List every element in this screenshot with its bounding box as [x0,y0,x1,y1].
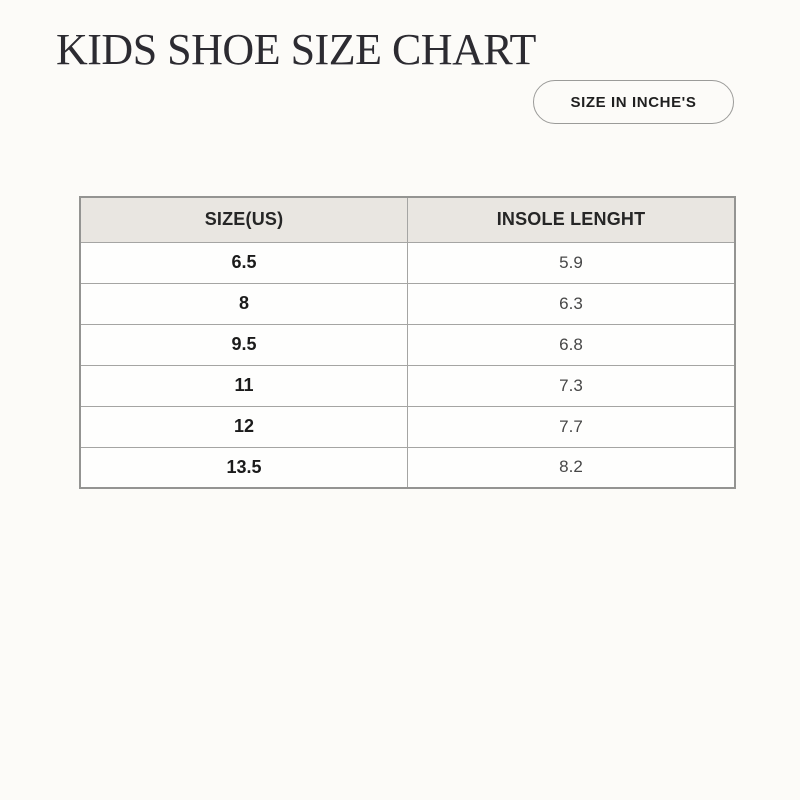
column-header-size: SIZE(US) [79,196,408,243]
insole-cell: 7.3 [407,364,736,407]
page-title: KIDS SHOE SIZE CHART [56,25,536,74]
insole-cell: 7.7 [407,405,736,448]
size-cell: 8 [79,282,408,325]
insole-cell: 6.8 [407,323,736,366]
size-unit-badge[interactable]: SIZE IN INCHE'S [533,80,734,124]
size-chart-table: SIZE(US) INSOLE LENGHT 6.5 5.9 8 6.3 9.5… [79,196,736,489]
insole-cell: 5.9 [407,241,736,284]
column-header-insole-length: INSOLE LENGHT [407,196,736,243]
table-row: 9.5 6.8 [79,323,736,366]
table-row: 13.5 8.2 [79,446,736,489]
size-cell: 13.5 [79,446,408,489]
insole-cell: 8.2 [407,446,736,489]
size-cell: 12 [79,405,408,448]
table-row: 12 7.7 [79,405,736,448]
size-cell: 9.5 [79,323,408,366]
table-row: 11 7.3 [79,364,736,407]
table-header-row: SIZE(US) INSOLE LENGHT [79,196,736,243]
size-cell: 11 [79,364,408,407]
table-row: 8 6.3 [79,282,736,325]
insole-cell: 6.3 [407,282,736,325]
table-row: 6.5 5.9 [79,241,736,284]
size-cell: 6.5 [79,241,408,284]
